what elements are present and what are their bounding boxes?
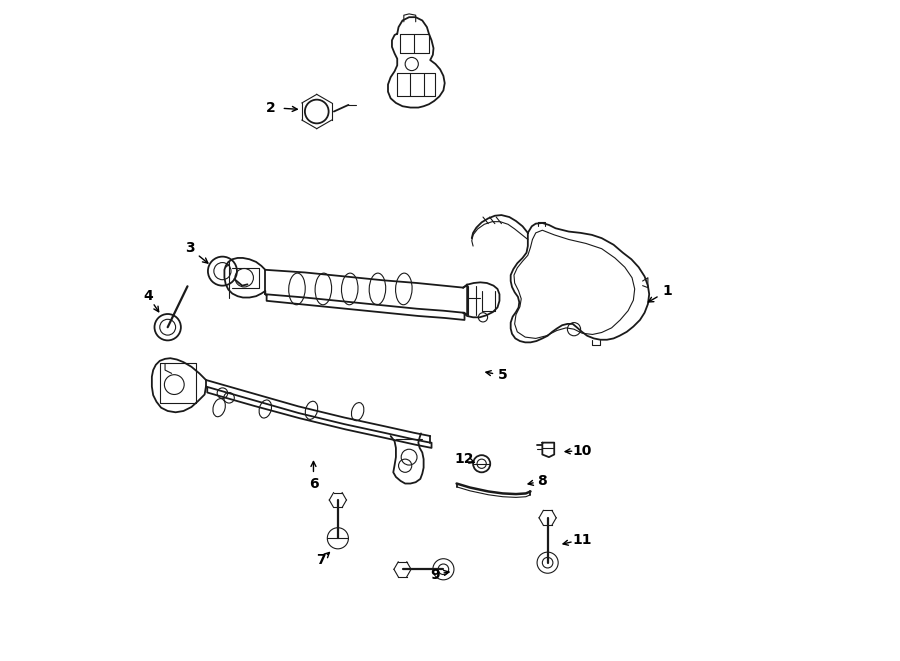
Text: 6: 6	[309, 477, 319, 490]
Text: 12: 12	[454, 452, 474, 466]
Text: 1: 1	[662, 284, 672, 298]
Text: 7: 7	[317, 553, 326, 567]
Text: 10: 10	[572, 444, 591, 457]
Text: 8: 8	[537, 474, 547, 488]
Text: 2: 2	[266, 100, 275, 114]
Text: 4: 4	[143, 289, 153, 303]
Text: 5: 5	[498, 368, 508, 382]
Text: 3: 3	[184, 241, 194, 255]
Text: 9: 9	[430, 568, 439, 582]
Text: 11: 11	[572, 533, 591, 547]
